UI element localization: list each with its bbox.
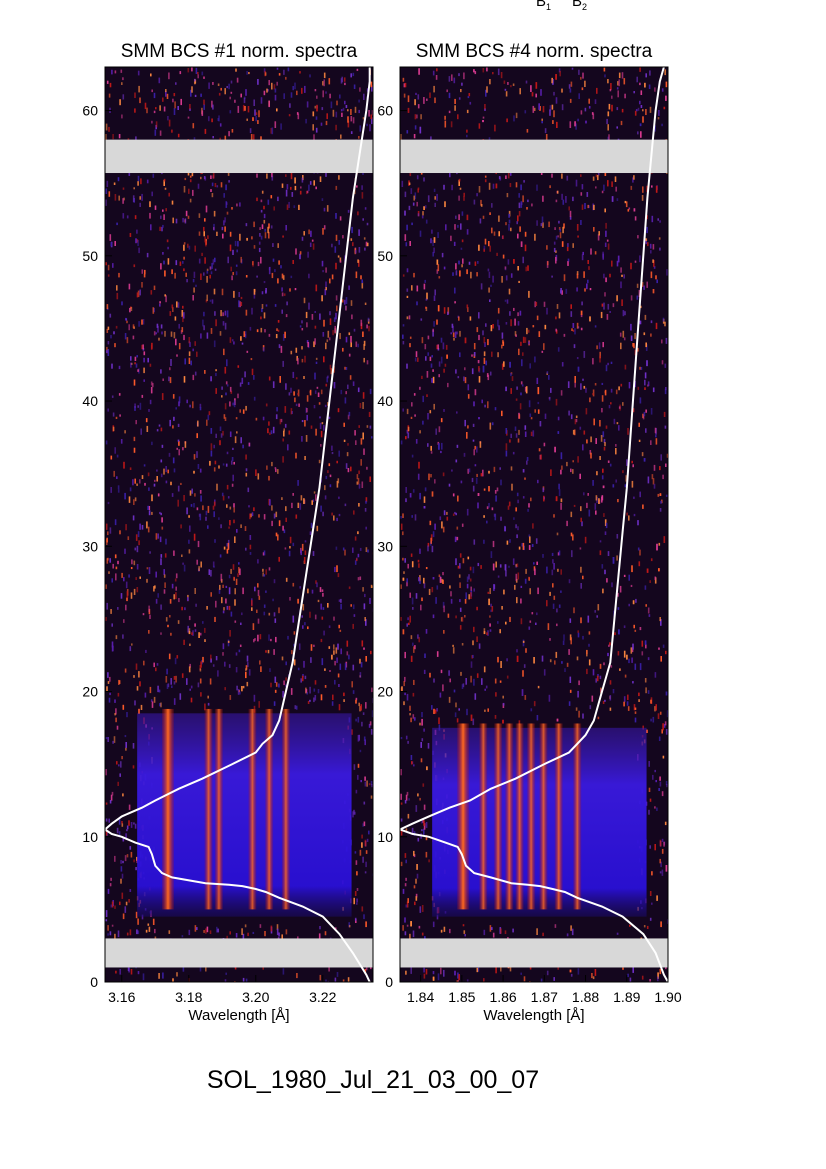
- x-tick-label: 3.16: [108, 989, 135, 1005]
- x-tick-label: 1.89: [613, 989, 640, 1005]
- emission-line: [494, 723, 503, 910]
- emission-line: [539, 723, 548, 910]
- x-axis-label: Wavelength [Å]: [188, 1007, 289, 1024]
- data-gap-band: [400, 938, 668, 968]
- emission-line: [479, 723, 488, 910]
- lightcurve-line: [105, 67, 371, 982]
- emission-line: [505, 723, 514, 910]
- emission-line: [161, 708, 174, 910]
- x-tick-label: 1.86: [489, 989, 516, 1005]
- emission-line: [248, 708, 257, 910]
- x-tick-label: 3.22: [309, 989, 336, 1005]
- emission-line: [214, 708, 223, 910]
- y-tick-label: 10: [377, 829, 393, 845]
- y-tick-label: 20: [377, 684, 393, 700]
- y-tick-label: 60: [82, 103, 98, 119]
- y-tick-label: 40: [82, 393, 98, 409]
- chart-title: SMM BCS #1 norm. spectra: [121, 41, 358, 62]
- y-tick-label: 20: [82, 684, 98, 700]
- heatmap-image: [105, 67, 373, 982]
- top-label-b2: B2: [572, 0, 588, 12]
- emission-line: [265, 708, 274, 910]
- emission-line: [573, 723, 582, 910]
- emission-line: [204, 708, 213, 910]
- spectra-panel-2: SMM BCS #4 norm. spectra 1.84 1.85 1.86 1.87…: [377, 41, 681, 1024]
- plot-frame: [399, 66, 669, 983]
- y-tick-label: 0: [385, 974, 393, 990]
- x-axis-label: Wavelength [Å]: [483, 1007, 584, 1024]
- y-tick-label: 30: [377, 538, 393, 554]
- plot-frame: [104, 66, 374, 983]
- x-tick-label: 1.84: [407, 989, 434, 1005]
- y-tick-label: 0: [90, 974, 98, 990]
- x-tick-label: 1.90: [654, 989, 681, 1005]
- x-tick-label: 3.18: [175, 989, 202, 1005]
- emission-line: [515, 723, 524, 910]
- heatmap-image: [400, 67, 668, 982]
- x-tick-label: 1.88: [572, 989, 599, 1005]
- y-tick-label: 10: [82, 829, 98, 845]
- y-tick-label: 60: [377, 103, 393, 119]
- y-tick-label: 30: [82, 538, 98, 554]
- y-tick-label: 50: [82, 248, 98, 264]
- x-tick-label: 3.20: [242, 989, 269, 1005]
- data-gap-band: [400, 139, 668, 174]
- emission-line: [457, 723, 470, 910]
- emission-line: [281, 708, 290, 910]
- y-tick-label: 40: [377, 393, 393, 409]
- spectra-panel-1: SMM BCS #1 norm. spectra 3.16 3.18 3.20 3.22…: [82, 41, 374, 1024]
- lightcurve-line: [400, 67, 668, 982]
- y-tick-label: 50: [377, 248, 393, 264]
- x-tick-label: 1.85: [448, 989, 475, 1005]
- chart-title: SMM BCS #4 norm. spectra: [416, 41, 653, 62]
- data-gap-band: [105, 938, 373, 968]
- emission-line: [527, 723, 536, 910]
- event-caption: SOL_1980_Jul_21_03_00_07: [206, 1066, 540, 1094]
- top-label-b1: B1: [536, 0, 552, 12]
- emission-line: [554, 723, 563, 910]
- data-gap-band: [105, 139, 373, 174]
- x-tick-label: 1.87: [531, 989, 558, 1005]
